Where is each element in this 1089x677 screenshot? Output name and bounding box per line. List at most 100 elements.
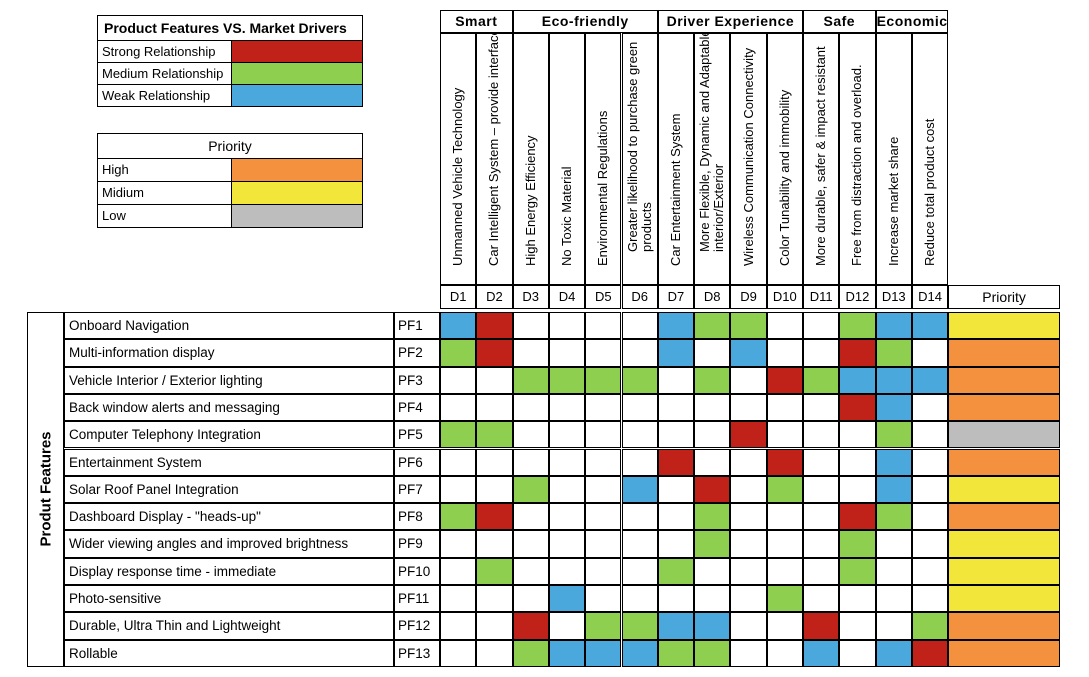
matrix-cell xyxy=(803,530,840,558)
driver-header: Car Intelligent System – provide interfa… xyxy=(476,33,513,285)
driver-code: D13 xyxy=(875,285,912,309)
matrix-cell xyxy=(766,366,803,394)
priority-cell xyxy=(948,339,1060,367)
legend-label: Strong Relationship xyxy=(98,41,232,62)
matrix-cell xyxy=(440,612,477,640)
matrix-cell xyxy=(548,639,586,667)
group-header: Driver Experience xyxy=(657,10,803,33)
legend-item-strong: Strong Relationship xyxy=(98,41,362,63)
matrix-cell xyxy=(839,366,876,394)
driver-header: Unmanned Vehicle Technology xyxy=(440,33,477,285)
relationship-legend-title: Product Features VS. Market Drivers xyxy=(98,16,362,41)
feature-name: Back window alerts and messaging xyxy=(64,393,394,422)
matrix-cell xyxy=(476,612,513,640)
feature-code: PF7 xyxy=(394,475,440,504)
matrix-cell xyxy=(694,475,731,504)
matrix-cell xyxy=(621,312,658,340)
driver-header: Greater likelihood to purchase green pro… xyxy=(621,33,658,285)
matrix-cell xyxy=(621,639,658,667)
priority-legend: Priority High Midium Low xyxy=(97,133,363,228)
priority-cell xyxy=(948,421,1060,449)
matrix-cell xyxy=(585,612,622,640)
driver-label: Environmental Regulations xyxy=(595,110,611,266)
matrix-cell xyxy=(766,612,803,640)
matrix-cell xyxy=(839,612,876,640)
relationship-legend: Product Features VS. Market Drivers Stro… xyxy=(97,15,363,107)
matrix-cell xyxy=(512,585,549,613)
matrix-cell xyxy=(875,585,912,613)
driver-code: D7 xyxy=(657,285,695,309)
matrix-cell xyxy=(730,393,767,422)
matrix-cell xyxy=(694,639,731,667)
matrix-cell xyxy=(875,393,912,422)
matrix-cell xyxy=(440,503,477,531)
matrix-cell xyxy=(512,448,549,476)
matrix-cell xyxy=(621,339,658,367)
matrix-cell xyxy=(875,612,912,640)
matrix-cell xyxy=(766,448,803,476)
feature-name: Rollable xyxy=(64,639,394,667)
matrix-cell xyxy=(585,639,622,667)
matrix-cell xyxy=(476,393,513,422)
driver-code: D9 xyxy=(730,285,767,309)
legend-item-high: High xyxy=(98,159,362,182)
matrix-cell xyxy=(803,448,840,476)
matrix-cell xyxy=(839,557,876,585)
matrix-cell xyxy=(440,475,477,504)
priority-cell xyxy=(948,475,1060,504)
matrix-cell xyxy=(585,366,622,394)
matrix-cell xyxy=(657,612,695,640)
driver-label: More Flexible, Dynamic and Adaptable int… xyxy=(697,33,727,252)
matrix-cell xyxy=(839,475,876,504)
matrix-cell xyxy=(803,612,840,640)
matrix-cell xyxy=(766,585,803,613)
driver-label: Wireless Communication Connectivity xyxy=(740,47,756,266)
matrix-cell xyxy=(621,557,658,585)
matrix-cell xyxy=(585,475,622,504)
driver-header: No Toxic Material xyxy=(548,33,586,285)
matrix-cell xyxy=(730,612,767,640)
matrix-cell xyxy=(657,585,695,613)
feature-code: PF2 xyxy=(394,339,440,367)
driver-header: Wireless Communication Connectivity xyxy=(730,33,767,285)
driver-label: More durable, safer & impact resistant xyxy=(813,46,829,266)
legend-swatch-medium xyxy=(232,63,362,84)
matrix-cell xyxy=(512,503,549,531)
feature-code: PF1 xyxy=(394,312,440,340)
matrix-cell xyxy=(476,557,513,585)
matrix-cell xyxy=(621,393,658,422)
matrix-cell xyxy=(440,393,477,422)
priority-cell xyxy=(948,366,1060,394)
feature-code: PF6 xyxy=(394,448,440,476)
matrix-cell xyxy=(621,612,658,640)
matrix-cell xyxy=(657,366,695,394)
priority-cell xyxy=(948,530,1060,558)
matrix-cell xyxy=(657,639,695,667)
driver-code: D4 xyxy=(548,285,586,309)
matrix-cell xyxy=(730,366,767,394)
matrix-cell xyxy=(839,312,876,340)
matrix-cell xyxy=(875,339,912,367)
matrix-cell xyxy=(476,448,513,476)
priority-cell xyxy=(948,557,1060,585)
legend-label: Medium Relationship xyxy=(98,63,232,84)
matrix-cell xyxy=(875,448,912,476)
driver-label: High Energy Efficiency xyxy=(522,135,538,266)
feature-name: Computer Telephony Integration xyxy=(64,421,394,449)
matrix-cell xyxy=(440,557,477,585)
matrix-cell xyxy=(621,448,658,476)
driver-header: Reduce total product cost xyxy=(911,33,949,285)
matrix-cell xyxy=(512,421,549,449)
feature-code: PF13 xyxy=(394,639,440,667)
matrix-cell xyxy=(585,312,622,340)
legend-label: Midium xyxy=(98,182,232,204)
matrix-cell xyxy=(694,366,731,394)
matrix-cell xyxy=(875,421,912,449)
matrix-cell xyxy=(911,366,949,394)
matrix-cell xyxy=(766,475,803,504)
matrix-cell xyxy=(911,393,949,422)
matrix-cell xyxy=(730,503,767,531)
matrix-cell xyxy=(911,612,949,640)
matrix-cell xyxy=(911,312,949,340)
